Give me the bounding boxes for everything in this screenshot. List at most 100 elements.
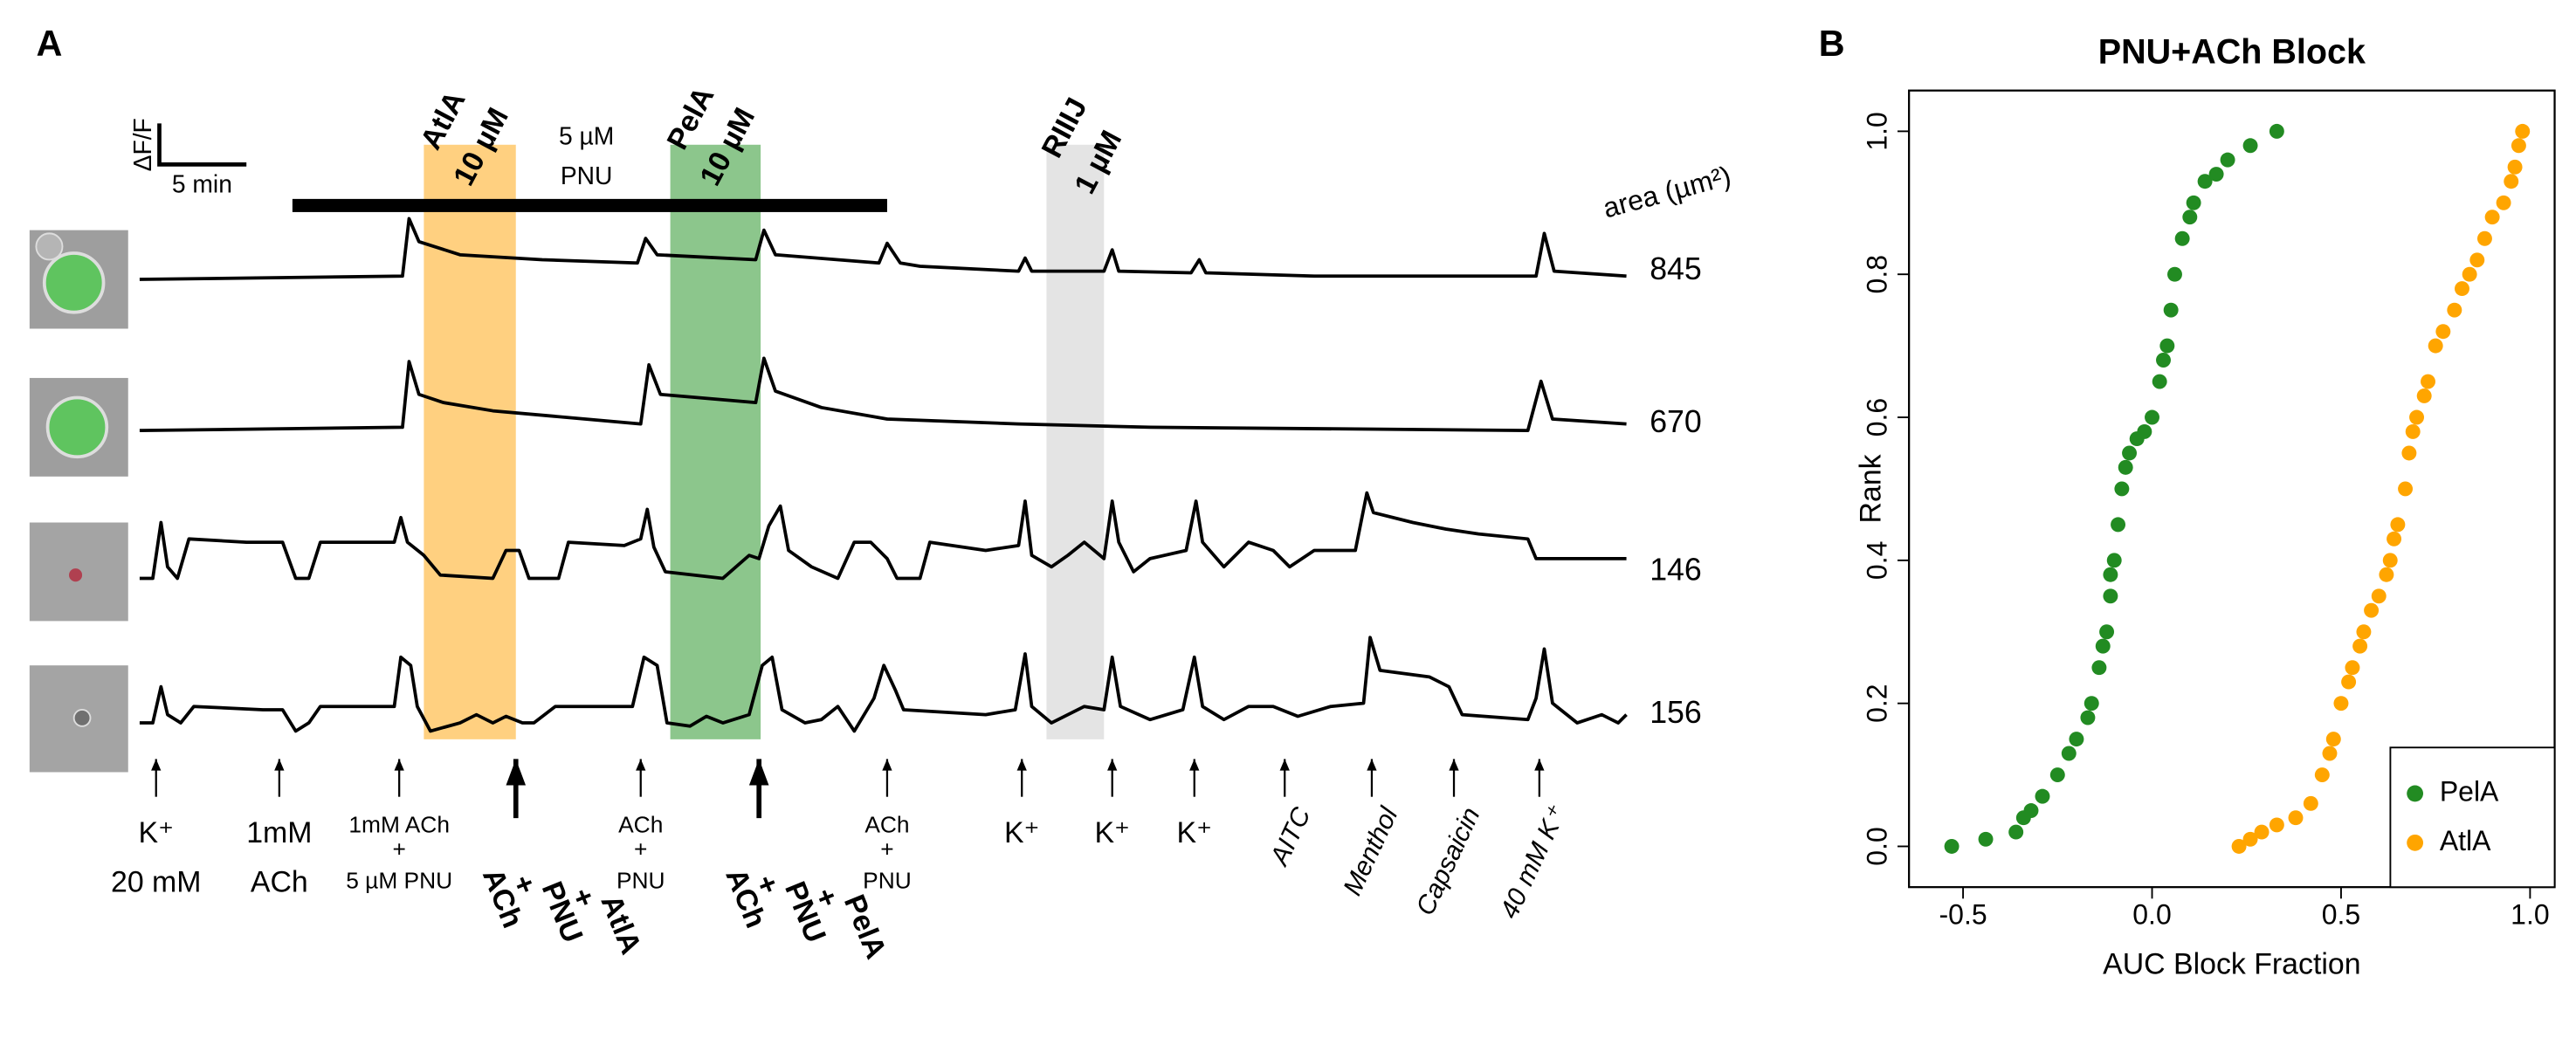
point <box>2356 624 2372 640</box>
y-tick-label: 0.8 <box>1862 255 1893 293</box>
point <box>2288 810 2304 826</box>
point <box>1978 831 1994 847</box>
point <box>2122 445 2138 461</box>
legend-marker <box>2407 834 2424 851</box>
point <box>2008 824 2024 840</box>
cell <box>42 251 106 314</box>
x-axis-label: AUC Block Fraction <box>2103 947 2360 980</box>
point <box>2401 445 2417 461</box>
stimulus-label: ACh <box>618 812 663 838</box>
point <box>2333 696 2349 712</box>
arrow-head <box>1367 759 1377 771</box>
stimulus-label: + <box>392 836 405 863</box>
arrow-head <box>506 759 527 786</box>
point <box>2099 624 2115 640</box>
arrow-head <box>1534 759 1545 771</box>
stimulus-label: ACh <box>251 865 308 898</box>
trace <box>139 636 1628 733</box>
stimulus-label: 1mM <box>246 816 312 849</box>
legend-marker <box>2407 785 2424 802</box>
x-tick-label: -0.5 <box>1939 898 1987 930</box>
legend-label: PelA <box>2440 775 2499 807</box>
stimulus-label: Capsaicin <box>1411 803 1486 920</box>
point <box>2390 517 2406 533</box>
arrow-head <box>1189 759 1200 771</box>
panel-label: B <box>1819 24 1845 64</box>
point <box>2469 252 2485 268</box>
stimulus-label: 40 mM K⁺ <box>1495 801 1572 923</box>
point <box>2476 230 2492 246</box>
area-value: 670 <box>1650 404 1702 439</box>
stimulus-label: PNU <box>863 867 912 893</box>
point <box>2118 459 2133 475</box>
point <box>2145 409 2159 425</box>
point <box>2496 195 2511 210</box>
stimulus-label: K⁺ <box>1177 816 1212 849</box>
stimulus-label: 5 µM PNU <box>346 867 452 893</box>
cell <box>72 709 92 727</box>
point <box>2325 732 2341 747</box>
area-value: 845 <box>1650 251 1702 286</box>
trace <box>139 491 1627 581</box>
cell-images <box>29 230 128 773</box>
point <box>2345 660 2360 676</box>
point <box>2455 281 2469 297</box>
arrow-head <box>1279 759 1290 771</box>
point <box>2197 174 2213 189</box>
point <box>2352 638 2368 654</box>
point <box>2364 602 2380 618</box>
stimulus-label: K⁺ <box>1094 816 1129 849</box>
point <box>2220 152 2235 168</box>
trace <box>139 217 1627 281</box>
point <box>2182 210 2198 225</box>
point <box>2080 710 2096 725</box>
point <box>2387 531 2402 547</box>
point <box>2061 746 2077 761</box>
y-tick-label: 0.4 <box>1862 541 1893 580</box>
arrow-head <box>151 759 162 771</box>
stimulus-label: + <box>634 836 647 863</box>
area-value: 146 <box>1650 552 1702 587</box>
point <box>2091 660 2107 676</box>
point <box>2428 338 2443 354</box>
stimulus-label: 1mM ACh <box>348 812 450 838</box>
scale-x-label: 5 min <box>172 169 232 197</box>
plot-frame <box>1908 89 2556 889</box>
stimulus-label: ACh <box>864 812 909 838</box>
arrow-head <box>636 759 646 771</box>
x-tick-label: 0.0 <box>2132 898 2171 930</box>
stimulus-label: PelA <box>837 890 892 964</box>
y-tick-label: 0.0 <box>1862 827 1893 865</box>
arrow-head <box>1449 759 1459 771</box>
point <box>1944 839 1960 854</box>
area-header: area (µm²) <box>1600 160 1734 224</box>
stimulus-label: PNU <box>778 877 832 948</box>
pnu-label: 5 µM <box>559 122 614 150</box>
area-value: 156 <box>1650 695 1702 730</box>
pnu-bar <box>292 198 887 212</box>
point <box>2303 795 2318 811</box>
stimulus-label: K⁺ <box>1004 816 1039 849</box>
cell <box>35 232 64 261</box>
legend-label: AtlA <box>2440 825 2491 856</box>
point <box>2382 553 2398 568</box>
point <box>2156 353 2171 368</box>
point <box>2269 123 2284 139</box>
point <box>2462 266 2477 282</box>
point <box>2416 388 2432 403</box>
arrow-head <box>748 759 769 786</box>
point <box>2398 481 2414 497</box>
trace <box>139 356 1627 433</box>
pnu-label: PNU <box>561 162 613 189</box>
cell <box>69 568 83 582</box>
point <box>2371 588 2387 604</box>
point <box>2231 839 2247 854</box>
chart-title: PNU+ACh Block <box>2098 33 2366 72</box>
point <box>2405 423 2421 439</box>
point <box>2035 788 2050 804</box>
point <box>2137 423 2152 439</box>
point <box>2186 195 2201 210</box>
stimulus-label: ACh <box>476 863 529 932</box>
